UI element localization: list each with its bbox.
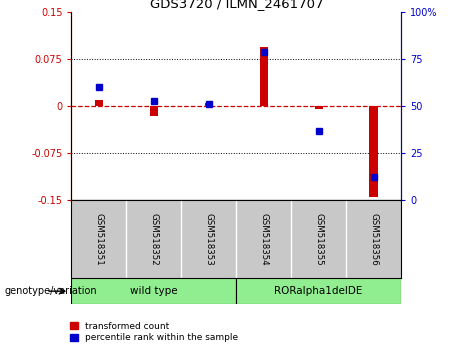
Text: GSM518355: GSM518355: [314, 212, 323, 266]
Bar: [71, 278, 236, 304]
Text: genotype/variation: genotype/variation: [5, 286, 97, 296]
Text: GSM518351: GSM518351: [95, 212, 103, 266]
Bar: [369, 106, 378, 197]
Bar: [150, 106, 158, 115]
Bar: [236, 278, 401, 304]
Text: wild type: wild type: [130, 286, 177, 296]
Bar: [314, 106, 323, 109]
Legend: transformed count, percentile rank within the sample: transformed count, percentile rank withi…: [67, 318, 242, 346]
Bar: [260, 47, 268, 106]
Text: GSM518354: GSM518354: [259, 212, 268, 266]
Text: GSM518353: GSM518353: [204, 212, 213, 266]
Bar: [95, 100, 103, 106]
Text: RORalpha1delDE: RORalpha1delDE: [274, 286, 363, 296]
Text: GSM518356: GSM518356: [369, 212, 378, 266]
Title: GDS3720 / ILMN_2461707: GDS3720 / ILMN_2461707: [149, 0, 323, 10]
Bar: [205, 103, 213, 106]
Text: GSM518352: GSM518352: [149, 212, 159, 266]
